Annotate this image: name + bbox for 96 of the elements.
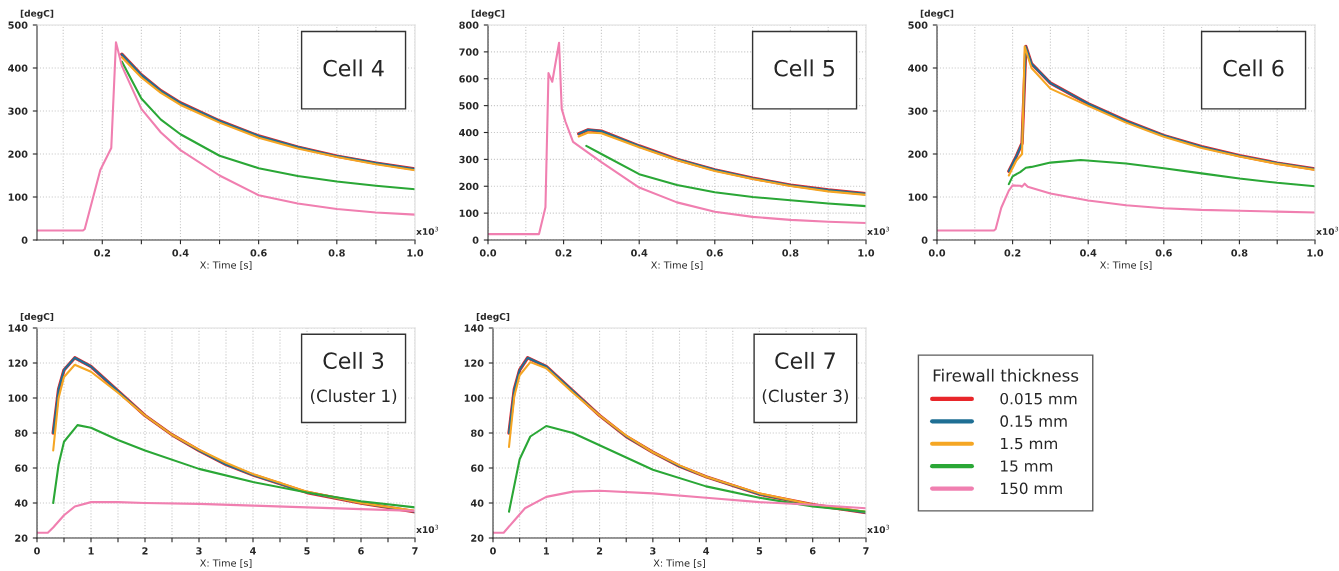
text: Cell 3	[323, 351, 384, 370]
x-tick-label: 0.0	[479, 249, 497, 257]
legend-title: Firewall thickness	[933, 368, 1079, 382]
y-tick-label: 80	[471, 429, 484, 437]
x-tick-label: 3	[650, 547, 656, 555]
x-tick-label: 1.0	[407, 249, 424, 257]
x-tick-label: 0.4	[1080, 249, 1097, 257]
y-tick-label: 20	[15, 534, 28, 542]
text: Cell 5	[774, 59, 834, 77]
x-axis-title: X: Time [s]	[200, 261, 252, 270]
y-tick-label: 0	[21, 236, 28, 244]
x-tick-label: 2	[596, 547, 603, 555]
text: x10$^{3}$	[416, 226, 439, 235]
y-tick-label: 600	[459, 75, 479, 83]
y-tick-label: 500	[8, 21, 28, 29]
y-tick-label: 140	[8, 324, 28, 332]
y-tick-label: 200	[908, 150, 928, 158]
x-tick-label: 6	[358, 547, 364, 555]
y-tick-label: 300	[459, 155, 479, 164]
y-tick-label: 100	[8, 394, 28, 402]
x-tick-label: 1	[544, 547, 549, 555]
y-tick-label: 400	[908, 64, 928, 72]
y-axis-title: [degC]	[20, 9, 54, 19]
x-tick-label: 0.8	[1231, 249, 1248, 257]
x-tick-label: 0.6	[706, 249, 723, 257]
y-axis-title: [degC]	[920, 9, 954, 19]
x-tick-label: 0.2	[1004, 249, 1021, 257]
x-axis-title: X: Time [s]	[1100, 261, 1152, 270]
y-tick-label: 500	[908, 21, 928, 29]
x-tick-label: 5	[756, 547, 763, 555]
x-tick-label: 0	[490, 547, 496, 555]
text: Cell 6	[1223, 59, 1284, 77]
y-tick-label: 140	[464, 324, 484, 332]
y-tick-label: 200	[459, 182, 479, 191]
x-tick-label: 7	[863, 547, 869, 555]
y-tick-label: 60	[471, 464, 484, 472]
x-tick-label: 0.4	[172, 249, 189, 257]
legend-label: 150 mm	[1001, 482, 1062, 495]
x-axis-title: X: Time [s]	[651, 261, 703, 270]
y-tick-label: 0	[921, 236, 928, 244]
x-axis-title: X: Time [s]	[200, 559, 252, 568]
x-tick-label: 1.0	[858, 249, 875, 257]
x-tick-label: 1.0	[1307, 249, 1324, 257]
y-axis-title: [degC]	[471, 9, 505, 19]
legend-label: 1.5 mm	[1001, 437, 1057, 450]
x-tick-label: 0.4	[631, 249, 648, 257]
x-tick-label: 0.2	[94, 249, 111, 257]
y-tick-label: 800	[459, 21, 479, 29]
x-tick-label: 4	[250, 547, 256, 555]
text: x10$^{3}$	[416, 524, 439, 534]
x-tick-label: 3	[196, 547, 202, 555]
legend-label: 0.015 mm	[1000, 392, 1077, 405]
y-tick-label: 40	[14, 499, 28, 507]
y-tick-label: 20	[471, 534, 484, 542]
x-tick-label: 7	[412, 547, 418, 555]
legend-label: 15 mm	[1001, 460, 1053, 472]
legend-label: 0.15 mm	[1000, 415, 1067, 427]
y-tick-label: 100	[8, 193, 28, 201]
y-tick-label: 400	[459, 128, 479, 137]
x-tick-label: 0.8	[328, 249, 345, 257]
y-tick-label: 400	[8, 64, 28, 72]
text: x10$^{3}$	[867, 226, 890, 235]
text: Cell 4	[323, 59, 384, 77]
y-tick-label: 60	[15, 464, 28, 472]
y-axis-title: [degC]	[20, 312, 54, 322]
x-tick-label: 0.2	[555, 249, 572, 257]
x-tick-label: 6	[809, 547, 816, 555]
x-tick-label: 2	[142, 547, 148, 555]
y-axis-title: [degC]	[476, 312, 510, 322]
y-tick-label: 300	[908, 107, 928, 115]
y-tick-label: 300	[8, 107, 28, 115]
x-tick-label: 0.6	[1155, 249, 1172, 257]
y-tick-label: 120	[464, 359, 484, 367]
y-tick-label: 200	[8, 150, 28, 158]
x-tick-label: 4	[703, 547, 710, 555]
text: (Cluster 1)	[310, 389, 397, 405]
y-tick-label: 100	[908, 193, 928, 201]
x-tick-label: 1	[88, 547, 94, 555]
x-tick-label: 0	[34, 547, 40, 555]
x-tick-label: 0.6	[250, 249, 267, 257]
y-tick-label: 700	[459, 48, 479, 56]
x-tick-label: 5	[304, 547, 310, 555]
text: (Cluster 3)	[762, 389, 848, 405]
y-tick-label: 500	[459, 102, 479, 110]
x-tick-label: 0.8	[782, 249, 799, 257]
text: x10$^{3}$	[867, 524, 890, 534]
y-tick-label: 0	[472, 236, 479, 244]
y-tick-label: 120	[8, 359, 28, 367]
y-tick-label: 100	[459, 209, 479, 217]
text: x10$^{3}$	[1316, 226, 1339, 235]
y-tick-label: 100	[464, 394, 484, 402]
y-tick-label: 40	[470, 499, 484, 507]
text: Cell 7	[775, 351, 835, 370]
y-tick-label: 80	[15, 429, 28, 437]
x-tick-label: 0.0	[928, 249, 946, 257]
x-axis-title: X: Time [s]	[653, 559, 705, 568]
